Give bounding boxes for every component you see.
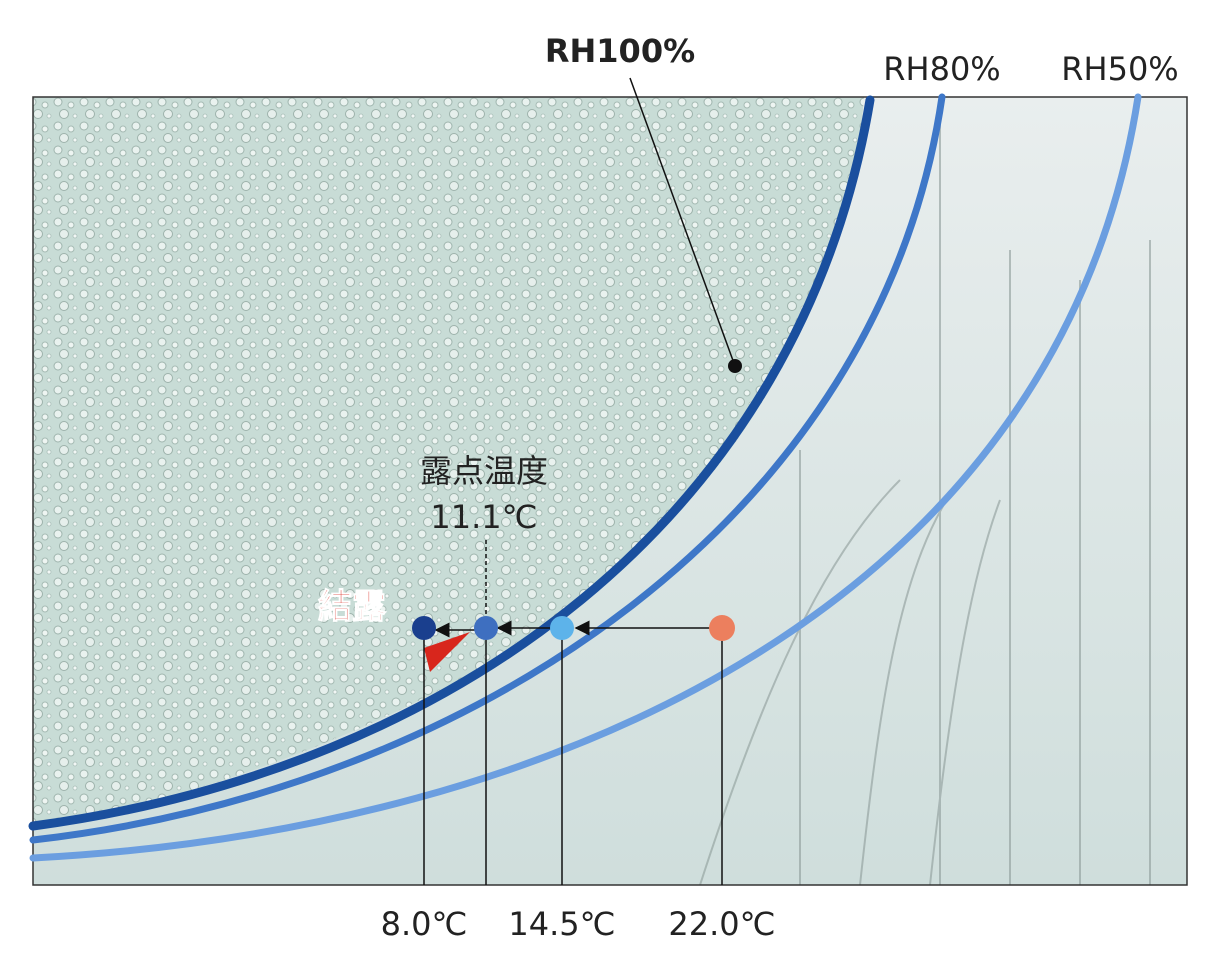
curve-label: RH80% <box>883 50 1000 88</box>
temperature-label: 22.0℃ <box>668 905 775 943</box>
rh100-curve <box>28 95 875 831</box>
leader-dot <box>728 359 742 373</box>
point-14 <box>550 616 574 640</box>
rh-curves <box>28 93 1142 862</box>
point-8 <box>412 616 436 640</box>
point-22 <box>709 615 735 641</box>
temperature-label: 8.0℃ <box>381 905 468 943</box>
rh80-curve <box>29 93 946 844</box>
background <box>33 97 1187 885</box>
point-dew <box>474 616 498 640</box>
curve-label: RH50% <box>1061 50 1178 88</box>
guides <box>423 77 736 885</box>
curve-label: RH100% <box>545 32 695 70</box>
rh50-curve <box>29 93 1142 862</box>
temperature-label: 14.5℃ <box>508 905 615 943</box>
dew-point-label: 露点温度 <box>420 452 548 490</box>
condensation-label: 結露 <box>318 587 387 627</box>
dew-point-value: 11.1℃ <box>430 498 537 536</box>
